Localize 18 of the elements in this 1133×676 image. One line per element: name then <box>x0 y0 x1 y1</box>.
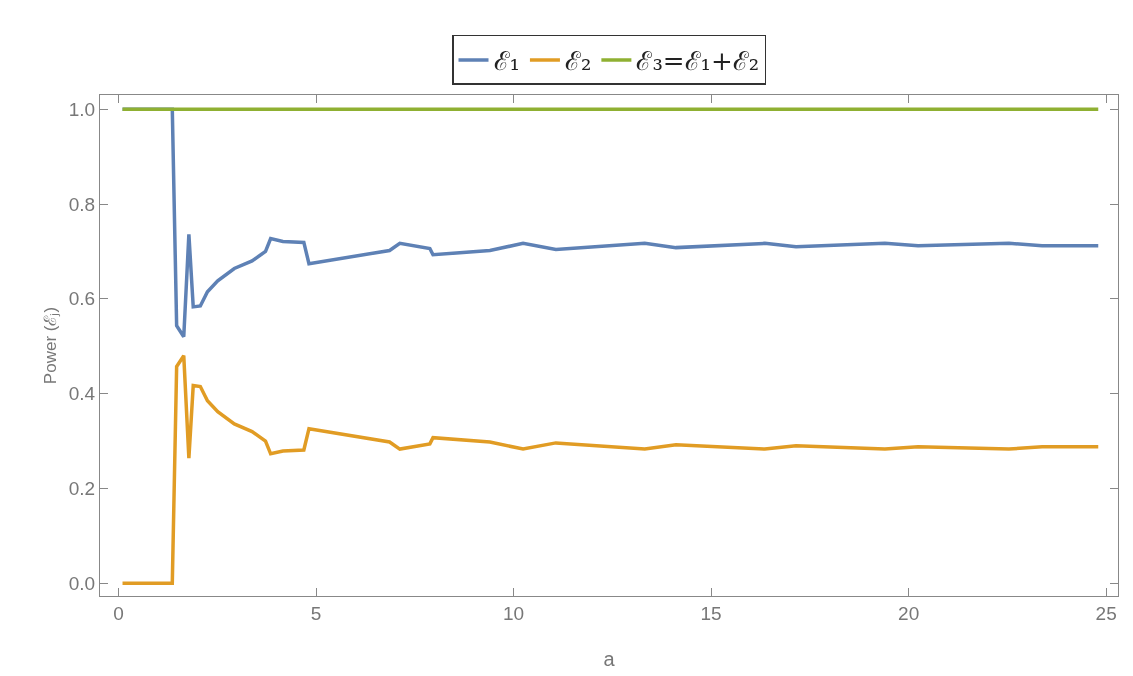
line-series <box>120 353 1100 585</box>
y-axis-title: Power (ℰⱼ) <box>41 306 61 385</box>
y-tick-label: 0.4 <box>68 383 96 405</box>
x-tick-label: 20 <box>898 602 920 624</box>
x-tick-label: 10 <box>503 602 525 624</box>
legend-label: ℰ₂ <box>564 46 592 77</box>
x-tick-label: 15 <box>700 602 722 624</box>
legend-label: ℰ₁ <box>493 46 520 77</box>
legend-label: ℰ₃=ℰ₁+ℰ₂ <box>636 46 760 77</box>
y-tick-label: 0.0 <box>68 572 96 594</box>
x-tick-label: 0 <box>113 602 124 624</box>
y-tick-label: 0.6 <box>68 288 96 310</box>
x-tick-label: 5 <box>310 602 322 624</box>
x-axis-title: a <box>603 648 616 670</box>
y-tick-label: 0.8 <box>68 193 96 215</box>
y-tick-label: 1.0 <box>68 98 96 120</box>
y-tick-label: 0.2 <box>68 478 96 500</box>
x-tick-label: 25 <box>1095 602 1117 624</box>
